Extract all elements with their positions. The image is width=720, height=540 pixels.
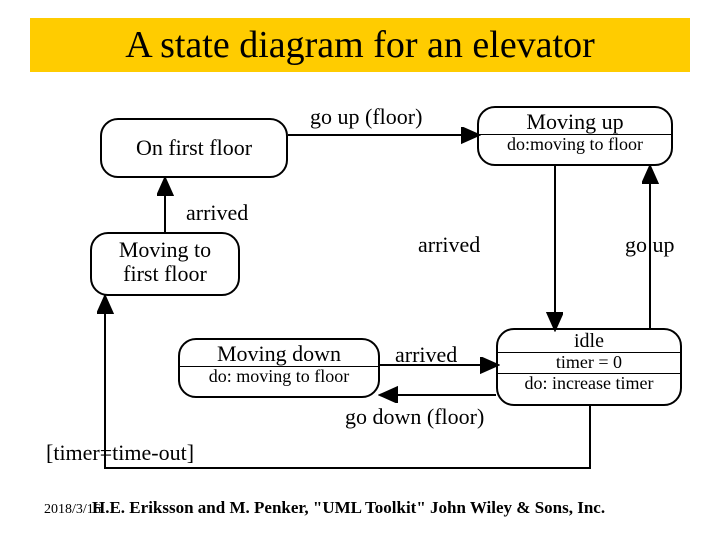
state-moving-up: Moving up do:moving to floor [477,106,673,166]
label-go-up-floor: go up (floor) [310,104,422,130]
label-go-up: go up [625,232,675,258]
state-idle: idle timer = 0 do: increase timer [496,328,682,406]
label-arrived-3: arrived [395,342,457,368]
label-go-down-floor: go down (floor) [345,404,484,430]
state-action: do: moving to floor [180,366,378,387]
state-label: On first floor [102,120,286,160]
citation-text: H.E. Eriksson and M. Penker, "UML Toolki… [92,498,605,518]
state-entry: timer = 0 [498,352,680,373]
slide-title: A state diagram for an elevator [30,18,690,72]
state-action: do: increase timer [498,373,680,394]
state-on-first-floor: On first floor [100,118,288,178]
state-label: Moving down [180,340,378,366]
state-action: do:moving to floor [479,134,671,155]
state-moving-to-first: Moving to first floor [90,232,240,296]
state-label: idle [498,330,680,352]
label-guard-timeout: [timer=time-out] [46,440,194,466]
label-arrived-2: arrived [418,232,480,258]
state-moving-down: Moving down do: moving to floor [178,338,380,398]
state-label: Moving up [479,108,671,134]
state-label-line1: Moving to [92,234,238,262]
state-label-line2: first floor [92,262,238,286]
label-arrived-1: arrived [186,200,248,226]
